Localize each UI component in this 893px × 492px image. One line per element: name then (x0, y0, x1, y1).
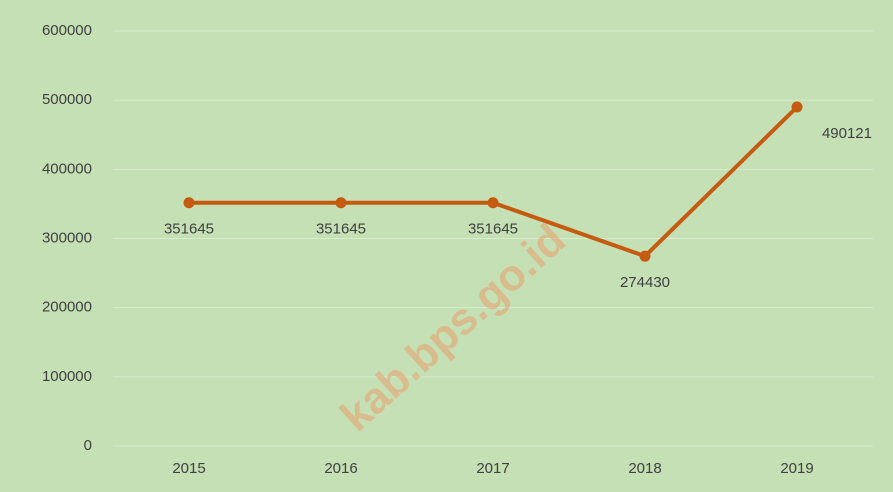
data-label: 274430 (620, 274, 670, 291)
x-tick-label: 2017 (476, 460, 509, 477)
y-tick-label: 600000 (42, 22, 92, 39)
y-tick-label: 500000 (42, 91, 92, 108)
marker (183, 197, 195, 209)
marker (639, 250, 651, 262)
y-tick-label: 100000 (42, 368, 92, 385)
data-label: 351645 (316, 221, 366, 238)
y-tick-label: 300000 (42, 229, 92, 246)
data-label: 490121 (822, 125, 872, 142)
y-tick-label: 0 (84, 437, 92, 454)
data-label: 351645 (468, 221, 518, 238)
marker (791, 101, 803, 113)
y-tick-label: 200000 (42, 299, 92, 316)
marker (335, 197, 347, 209)
x-tick-label: 2016 (324, 460, 357, 477)
x-tick-label: 2019 (780, 460, 813, 477)
marker (487, 197, 499, 209)
y-tick-label: 400000 (42, 160, 92, 177)
x-tick-label: 2018 (628, 460, 661, 477)
data-label: 351645 (164, 221, 214, 238)
x-tick-label: 2015 (172, 460, 205, 477)
